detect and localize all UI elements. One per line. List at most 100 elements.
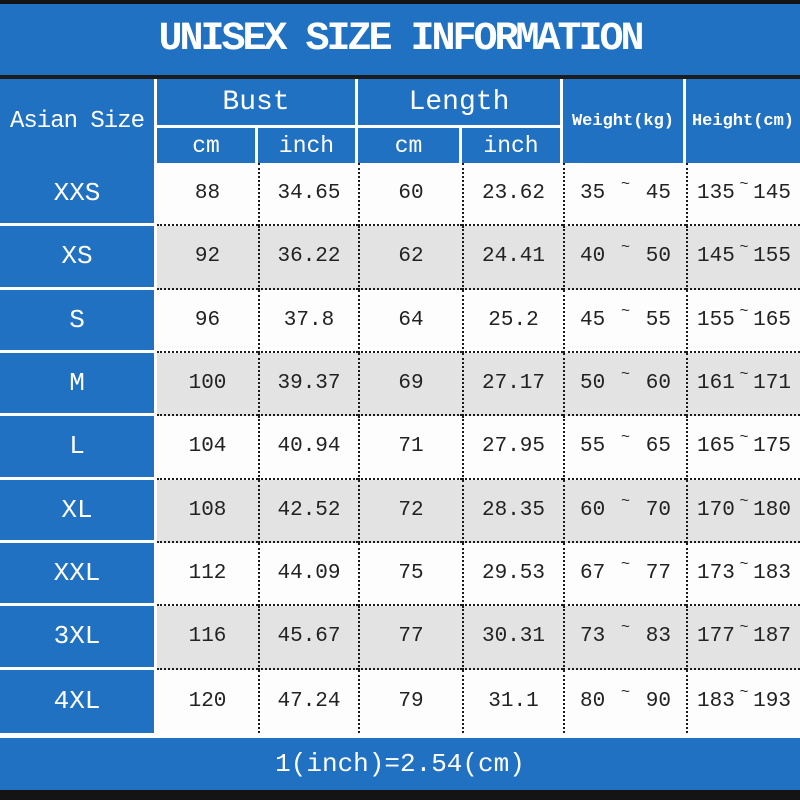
- bust-inch-cell: 45.67: [258, 606, 358, 670]
- weight-min: 45: [580, 308, 606, 332]
- table-row-xxs: XXS 88 34.65 60 23.62 35 ~ 45 135 ~ 145: [0, 163, 800, 227]
- length-cm-cell: 71: [358, 416, 462, 480]
- bust-cm-cell: 120: [157, 669, 258, 733]
- height-range-cell: 165 ~ 175: [686, 416, 800, 480]
- bust-cm-cell: 104: [157, 416, 258, 480]
- height-range-cell: 183 ~ 193: [686, 669, 800, 733]
- header-length-inch: inch: [462, 128, 563, 163]
- height-max: 180: [753, 498, 791, 522]
- bust-cm-cell: 116: [157, 606, 258, 670]
- bust-cm-cell: 92: [157, 226, 258, 290]
- header-bust-cm: cm: [157, 128, 258, 163]
- tilde-symbol: ~: [739, 176, 749, 194]
- bust-cm-cell: 100: [157, 352, 258, 417]
- length-cm-cell: 79: [358, 669, 462, 733]
- weight-min: 60: [580, 498, 606, 522]
- weight-range-cell: 60 ~ 70: [563, 479, 686, 543]
- bust-cm-cell: 108: [157, 479, 258, 543]
- length-cm-cell: 72: [358, 479, 462, 543]
- weight-range-cell: 45 ~ 55: [563, 289, 686, 353]
- header-group-length: Length: [358, 79, 563, 128]
- size-cell: S: [0, 289, 157, 353]
- bust-inch-cell: 34.65: [258, 163, 358, 227]
- height-max: 171: [753, 372, 791, 396]
- tilde-symbol: ~: [739, 429, 749, 447]
- height-min: 173: [697, 562, 735, 586]
- bust-inch-cell: 42.52: [258, 479, 358, 543]
- weight-min: 35: [580, 182, 606, 206]
- height-min: 165: [697, 435, 735, 459]
- height-min: 155: [697, 308, 735, 332]
- length-cm-cell: 69: [358, 352, 462, 417]
- tilde-symbol: ~: [620, 429, 630, 447]
- length-inch-cell: 27.95: [462, 416, 563, 480]
- height-max: 183: [753, 562, 791, 586]
- bust-inch-cell: 47.24: [258, 669, 358, 733]
- tilde-symbol: ~: [620, 239, 630, 257]
- table-row-3xl: 3XL 116 45.67 77 30.31 73 ~ 83 177 ~ 187: [0, 606, 800, 670]
- weight-max: 70: [645, 498, 671, 522]
- tilde-symbol: ~: [620, 619, 630, 637]
- table-row-m: M 100 39.37 69 27.17 50 ~ 60 161 ~ 171: [0, 352, 800, 417]
- weight-range-cell: 40 ~ 50: [563, 226, 686, 290]
- table-row-xs: XS 92 36.22 62 24.41 40 ~ 50 145 ~ 155: [0, 226, 800, 290]
- length-inch-cell: 25.2: [462, 289, 563, 353]
- length-inch-cell: 29.53: [462, 542, 563, 607]
- length-inch-cell: 27.17: [462, 352, 563, 417]
- table-row-xxl: XXL 112 44.09 75 29.53 67 ~ 77 173 ~ 183: [0, 542, 800, 607]
- height-max: 193: [753, 689, 791, 713]
- height-max: 155: [753, 245, 791, 269]
- size-cell: XXS: [0, 163, 157, 227]
- length-cm-cell: 64: [358, 289, 462, 353]
- bust-cm-cell: 96: [157, 289, 258, 353]
- tilde-symbol: ~: [620, 176, 630, 194]
- bust-cm-cell: 112: [157, 542, 258, 607]
- header-group-bust: Bust: [157, 79, 358, 128]
- header-height: Height(cm): [686, 79, 800, 163]
- height-range-cell: 145 ~ 155: [686, 226, 800, 290]
- bust-inch-cell: 36.22: [258, 226, 358, 290]
- tilde-symbol: ~: [739, 302, 749, 320]
- weight-range-cell: 55 ~ 65: [563, 416, 686, 480]
- tilde-symbol: ~: [739, 366, 749, 384]
- table-header: Asian Size Bust Length Weight(kg) Height…: [0, 79, 800, 163]
- tilde-symbol: ~: [739, 556, 749, 574]
- weight-range-cell: 50 ~ 60: [563, 352, 686, 417]
- footer-gap: [0, 733, 800, 738]
- height-max: 187: [753, 625, 791, 649]
- footer-bar: 1(inch)=2.54(cm): [0, 738, 800, 790]
- height-range-cell: 177 ~ 187: [686, 606, 800, 670]
- title-divider: [0, 75, 800, 79]
- tilde-symbol: ~: [620, 492, 630, 510]
- tilde-symbol: ~: [739, 239, 749, 257]
- height-range-cell: 155 ~ 165: [686, 289, 800, 353]
- height-min: 183: [697, 689, 735, 713]
- bottom-black-bar: [0, 790, 800, 800]
- height-max: 175: [753, 435, 791, 459]
- height-range-cell: 170 ~ 180: [686, 479, 800, 543]
- bust-inch-cell: 39.37: [258, 352, 358, 417]
- bust-cm-cell: 88: [157, 163, 258, 227]
- header-length-cm: cm: [358, 128, 462, 163]
- header-asian-size: Asian Size: [0, 79, 157, 163]
- height-range-cell: 161 ~ 171: [686, 352, 800, 417]
- size-cell: L: [0, 416, 157, 480]
- table-row-4xl: 4XL 120 47.24 79 31.1 80 ~ 90 183 ~ 193: [0, 669, 800, 733]
- tilde-symbol: ~: [620, 366, 630, 384]
- weight-min: 73: [580, 625, 606, 649]
- tilde-symbol: ~: [620, 556, 630, 574]
- height-max: 145: [753, 182, 791, 206]
- height-min: 145: [697, 245, 735, 269]
- size-cell: XS: [0, 226, 157, 290]
- weight-max: 90: [645, 689, 671, 713]
- tilde-symbol: ~: [620, 683, 630, 701]
- length-inch-cell: 31.1: [462, 669, 563, 733]
- length-cm-cell: 75: [358, 542, 462, 607]
- length-cm-cell: 60: [358, 163, 462, 227]
- weight-min: 50: [580, 372, 606, 396]
- header-bust-inch: inch: [258, 128, 358, 163]
- weight-max: 77: [645, 562, 671, 586]
- length-inch-cell: 24.41: [462, 226, 563, 290]
- tilde-symbol: ~: [739, 619, 749, 637]
